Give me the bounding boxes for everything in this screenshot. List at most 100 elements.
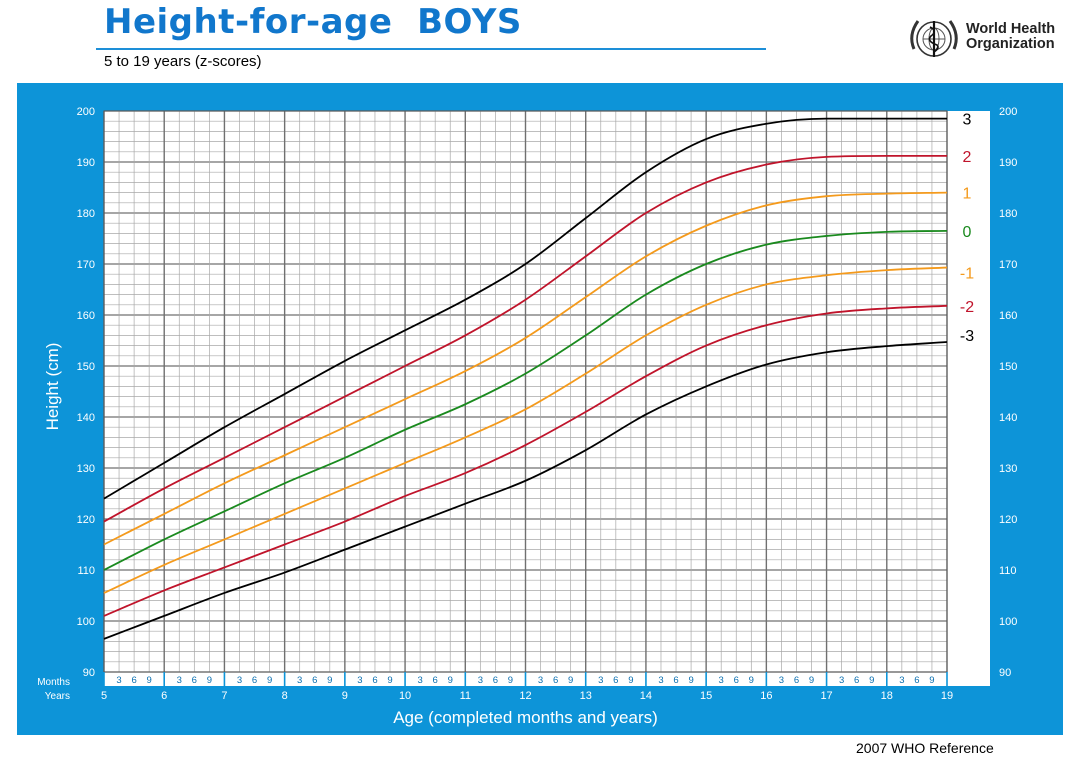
who-emblem-icon [910, 20, 958, 57]
x-month-tick-label: 3 [899, 675, 904, 686]
x-year-tick-label: 11 [460, 690, 471, 702]
x-month-tick-label: 3 [116, 675, 121, 686]
x-year-tick-label: 17 [820, 690, 832, 702]
x-month-tick-label: 3 [658, 675, 663, 686]
page-subtitle: 5 to 19 years (z-scores) [104, 53, 262, 70]
series-line-z-3 [103, 341, 948, 640]
x-year-tick-label: 8 [282, 690, 288, 702]
x-month-tick-label: 3 [297, 675, 302, 686]
x-month-tick-label: 6 [553, 675, 558, 686]
x-axis-title: Age (completed months and years) [393, 708, 658, 727]
y-tick-label-right: 170 [999, 259, 1017, 271]
x-month-tick-label: 9 [147, 675, 152, 686]
x-month-tick-label: 9 [508, 675, 513, 686]
series-line-z3 [103, 117, 947, 500]
x-month-tick-label: 3 [177, 675, 182, 686]
z-score-curves [103, 117, 948, 640]
series-label-z-2: -2 [960, 299, 974, 316]
x-month-tick-label: 9 [869, 675, 874, 686]
x-month-tick-label: 3 [719, 675, 724, 686]
title-underline [96, 48, 766, 50]
plot-area [104, 111, 990, 672]
y-tick-label-right: 150 [999, 361, 1017, 373]
x-year-tick-label: 6 [161, 690, 167, 702]
x-month-tick-label: 9 [387, 675, 392, 686]
x-year-tick-label: 12 [519, 690, 531, 702]
x-month-tick-label: 9 [568, 675, 573, 686]
x-month-tick-label: 9 [688, 675, 693, 686]
series-label-z2: 2 [963, 149, 972, 166]
series-line-z-1 [103, 266, 948, 594]
series-line-z2 [103, 154, 947, 523]
y-tick-label-right: 120 [999, 514, 1017, 526]
y-tick-label-left: 180 [77, 208, 95, 220]
x-year-tick-label: 15 [700, 690, 712, 702]
series-line-z0 [103, 229, 948, 571]
y-tick-label-left: 150 [77, 361, 95, 373]
series-label-z-3: -3 [960, 328, 974, 345]
x-year-tick-label: 16 [760, 690, 772, 702]
y-axis-title: Height (cm) [43, 343, 62, 431]
y-tick-label-right: 200 [999, 106, 1017, 118]
x-month-tick-label: 6 [131, 675, 136, 686]
y-tick-label-left: 120 [77, 514, 95, 526]
x-year-tick-label: 10 [399, 690, 411, 702]
x-year-tick-label: 13 [580, 690, 592, 702]
y-tick-label-right: 100 [999, 616, 1017, 628]
x-month-tick-label: 6 [192, 675, 197, 686]
page-title: Height-for-age BOYS [104, 2, 522, 42]
month-tick-band [104, 672, 990, 686]
series-line-z1 [103, 191, 948, 546]
x-month-tick-label: 6 [433, 675, 438, 686]
x-month-tick-label: 3 [538, 675, 543, 686]
y-tick-label-right: 90 [999, 667, 1011, 679]
x-month-tick-label: 9 [448, 675, 453, 686]
org-name-line-1: World Health [966, 21, 1056, 37]
x-month-tick-label: 9 [327, 675, 332, 686]
x-month-tick-label: 3 [598, 675, 603, 686]
y-tick-label-right: 130 [999, 463, 1017, 475]
org-name-line-2: Organization [966, 36, 1055, 52]
reference-note: 2007 WHO Reference [856, 740, 994, 756]
x-month-tick-label: 3 [417, 675, 422, 686]
x-month-tick-label: 3 [779, 675, 784, 686]
x-month-tick-label: 9 [749, 675, 754, 686]
months-row-label: Months [37, 677, 70, 688]
y-tick-label-right: 110 [999, 565, 1017, 577]
series-label-z1: 1 [963, 186, 972, 203]
series-line-z-2 [103, 304, 948, 617]
y-tick-label-left: 90 [83, 667, 95, 679]
x-month-tick-label: 9 [809, 675, 814, 686]
x-month-tick-label: 6 [734, 675, 739, 686]
y-tick-label-left: 170 [77, 259, 95, 271]
y-tick-label-right: 160 [999, 310, 1017, 322]
x-month-tick-label: 9 [628, 675, 633, 686]
grid-lines [103, 110, 948, 673]
x-month-tick-label: 6 [794, 675, 799, 686]
y-tick-label-left: 190 [77, 157, 95, 169]
y-tick-label-left: 110 [77, 565, 95, 577]
x-month-tick-label: 6 [372, 675, 377, 686]
x-month-tick-label: 3 [237, 675, 242, 686]
years-row-label: Years [45, 691, 70, 702]
y-tick-label-right: 180 [999, 208, 1017, 220]
series-label-z3: 3 [963, 112, 972, 129]
x-month-tick-label: 9 [267, 675, 272, 686]
y-tick-label-left: 160 [77, 310, 95, 322]
x-year-tick-label: 14 [640, 690, 652, 702]
x-year-tick-label: 9 [342, 690, 348, 702]
x-month-tick-label: 3 [839, 675, 844, 686]
x-year-tick-label: 19 [941, 690, 953, 702]
y-tick-label-left: 140 [77, 412, 95, 424]
organization-name: World Health Organization [966, 22, 1055, 52]
x-month-tick-label: 6 [854, 675, 859, 686]
series-label-z0: 0 [963, 224, 972, 241]
series-label-z-1: -1 [960, 266, 974, 283]
x-month-tick-label: 9 [929, 675, 934, 686]
x-year-tick-label: 7 [221, 690, 227, 702]
x-month-tick-label: 3 [478, 675, 483, 686]
x-month-tick-label: 6 [312, 675, 317, 686]
y-tick-label-left: 200 [77, 106, 95, 118]
x-month-tick-label: 6 [613, 675, 618, 686]
